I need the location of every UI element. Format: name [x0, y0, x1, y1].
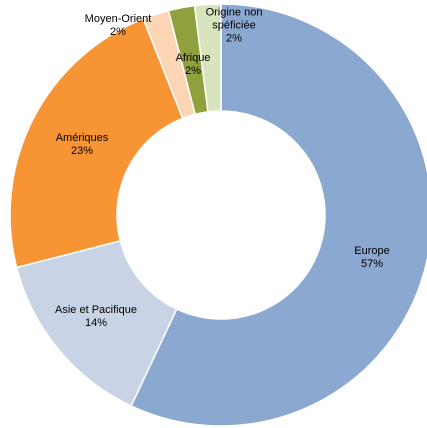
donut-slice [130, 3, 427, 427]
slice-label: Amériques 23% [56, 132, 109, 158]
donut-slice [193, 3, 222, 113]
slice-label: Europe 57% [354, 245, 389, 271]
category-label: Amériques [55, 132, 109, 144]
donut-slice [15, 239, 178, 407]
category-label: Europe [354, 245, 390, 257]
value-label: 2% [110, 26, 126, 38]
slice-label: Moyen-Orient 2% [85, 13, 152, 39]
category-label: Afrique [175, 52, 211, 64]
value-label: 2% [185, 65, 201, 77]
value-label: 57% [360, 258, 384, 270]
slice-label: Origine non spéficiée 2% [197, 7, 271, 46]
category-label: Origine non spéficiée [205, 6, 263, 32]
value-label: 2% [226, 32, 242, 45]
category-label: Moyen-Orient [84, 13, 152, 25]
slice-label: Afrique 2% [176, 52, 211, 78]
donut-slice [9, 17, 184, 269]
slice-label: Asie et Pacifique 14% [55, 304, 137, 330]
value-label: 23% [70, 145, 94, 157]
value-label: 14% [84, 317, 108, 329]
category-label: Asie et Pacifique [55, 304, 137, 316]
